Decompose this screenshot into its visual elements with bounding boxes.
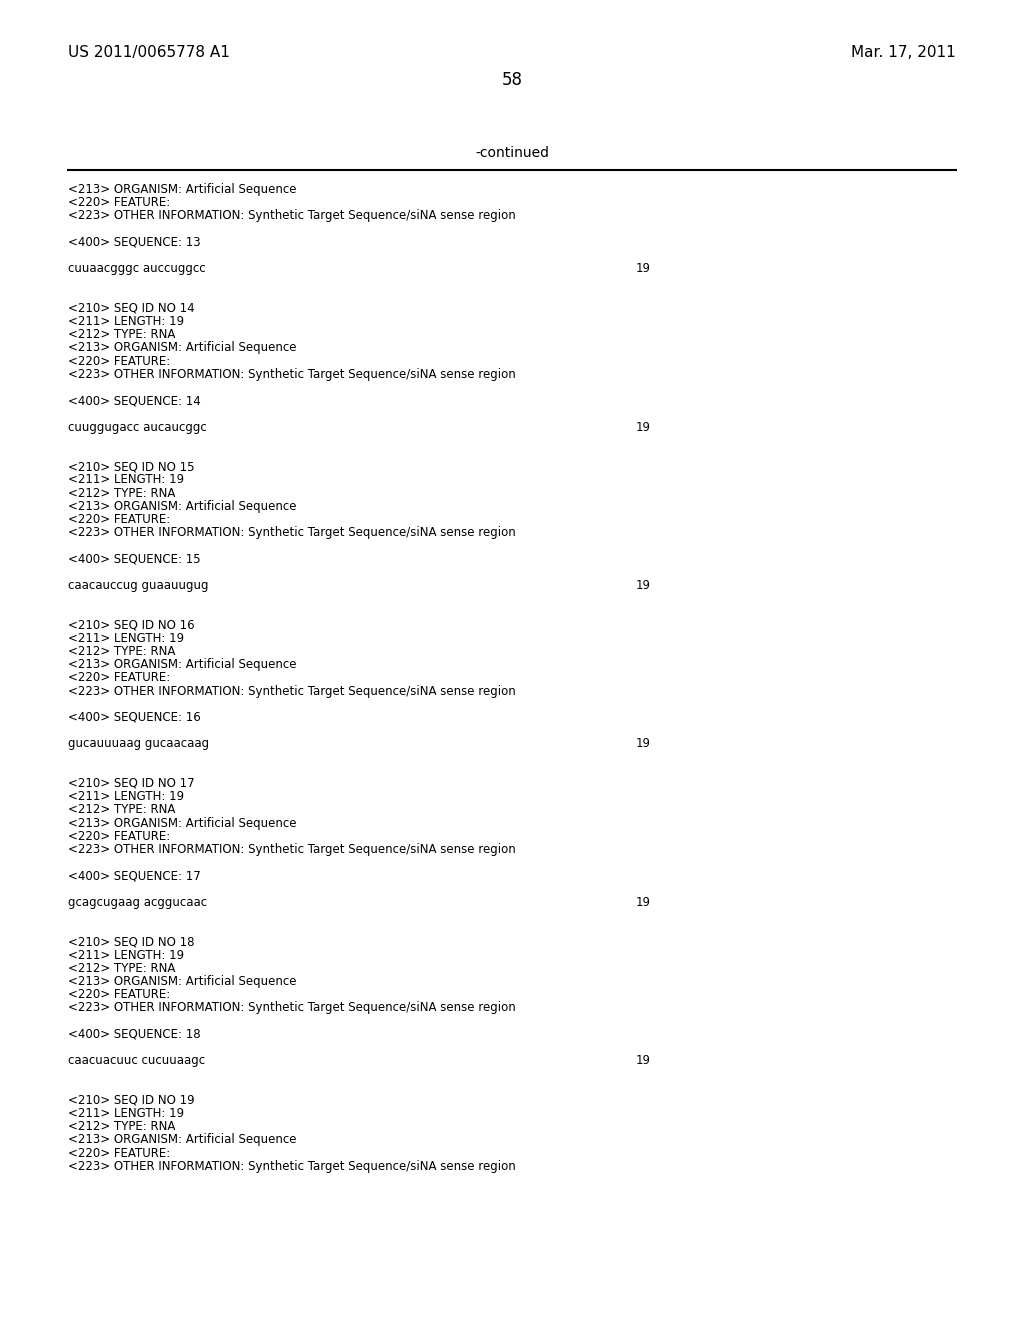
Text: <400> SEQUENCE: 13: <400> SEQUENCE: 13 bbox=[68, 236, 201, 248]
Text: -continued: -continued bbox=[475, 147, 549, 160]
Text: <212> TYPE: RNA: <212> TYPE: RNA bbox=[68, 645, 175, 657]
Text: <210> SEQ ID NO 18: <210> SEQ ID NO 18 bbox=[68, 936, 195, 948]
Text: <400> SEQUENCE: 16: <400> SEQUENCE: 16 bbox=[68, 711, 201, 723]
Text: <223> OTHER INFORMATION: Synthetic Target Sequence/siNA sense region: <223> OTHER INFORMATION: Synthetic Targe… bbox=[68, 210, 516, 222]
Text: <400> SEQUENCE: 15: <400> SEQUENCE: 15 bbox=[68, 553, 201, 565]
Text: <210> SEQ ID NO 14: <210> SEQ ID NO 14 bbox=[68, 302, 195, 314]
Text: 19: 19 bbox=[636, 263, 651, 275]
Text: <210> SEQ ID NO 15: <210> SEQ ID NO 15 bbox=[68, 461, 195, 473]
Text: 19: 19 bbox=[636, 421, 651, 433]
Text: cuuggugacc aucaucggc: cuuggugacc aucaucggc bbox=[68, 421, 207, 433]
Text: <220> FEATURE:: <220> FEATURE: bbox=[68, 355, 170, 367]
Text: cuuaacgggc auccuggcc: cuuaacgggc auccuggcc bbox=[68, 263, 206, 275]
Text: <211> LENGTH: 19: <211> LENGTH: 19 bbox=[68, 315, 184, 327]
Text: <213> ORGANISM: Artificial Sequence: <213> ORGANISM: Artificial Sequence bbox=[68, 183, 297, 195]
Text: caacuacuuc cucuuaagc: caacuacuuc cucuuaagc bbox=[68, 1055, 205, 1067]
Text: <212> TYPE: RNA: <212> TYPE: RNA bbox=[68, 1121, 175, 1133]
Text: <211> LENGTH: 19: <211> LENGTH: 19 bbox=[68, 474, 184, 486]
Text: <213> ORGANISM: Artificial Sequence: <213> ORGANISM: Artificial Sequence bbox=[68, 1134, 297, 1146]
Text: <211> LENGTH: 19: <211> LENGTH: 19 bbox=[68, 949, 184, 961]
Text: <223> OTHER INFORMATION: Synthetic Target Sequence/siNA sense region: <223> OTHER INFORMATION: Synthetic Targe… bbox=[68, 1002, 516, 1014]
Text: <220> FEATURE:: <220> FEATURE: bbox=[68, 989, 170, 1001]
Text: <213> ORGANISM: Artificial Sequence: <213> ORGANISM: Artificial Sequence bbox=[68, 500, 297, 512]
Text: <210> SEQ ID NO 16: <210> SEQ ID NO 16 bbox=[68, 619, 195, 631]
Text: <211> LENGTH: 19: <211> LENGTH: 19 bbox=[68, 1107, 184, 1119]
Text: <223> OTHER INFORMATION: Synthetic Target Sequence/siNA sense region: <223> OTHER INFORMATION: Synthetic Targe… bbox=[68, 368, 516, 380]
Text: 58: 58 bbox=[502, 71, 522, 88]
Text: caacauccug guaauugug: caacauccug guaauugug bbox=[68, 579, 209, 591]
Text: <211> LENGTH: 19: <211> LENGTH: 19 bbox=[68, 632, 184, 644]
Text: <212> TYPE: RNA: <212> TYPE: RNA bbox=[68, 487, 175, 499]
Text: gcagcugaag acggucaac: gcagcugaag acggucaac bbox=[68, 896, 207, 908]
Text: <220> FEATURE:: <220> FEATURE: bbox=[68, 672, 170, 684]
Text: Mar. 17, 2011: Mar. 17, 2011 bbox=[851, 45, 956, 59]
Text: <211> LENGTH: 19: <211> LENGTH: 19 bbox=[68, 791, 184, 803]
Text: <210> SEQ ID NO 19: <210> SEQ ID NO 19 bbox=[68, 1094, 195, 1106]
Text: <223> OTHER INFORMATION: Synthetic Target Sequence/siNA sense region: <223> OTHER INFORMATION: Synthetic Targe… bbox=[68, 1160, 516, 1172]
Text: <400> SEQUENCE: 14: <400> SEQUENCE: 14 bbox=[68, 395, 201, 407]
Text: <213> ORGANISM: Artificial Sequence: <213> ORGANISM: Artificial Sequence bbox=[68, 342, 297, 354]
Text: 19: 19 bbox=[636, 896, 651, 908]
Text: <210> SEQ ID NO 17: <210> SEQ ID NO 17 bbox=[68, 777, 195, 789]
Text: <212> TYPE: RNA: <212> TYPE: RNA bbox=[68, 804, 175, 816]
Text: <400> SEQUENCE: 18: <400> SEQUENCE: 18 bbox=[68, 1028, 201, 1040]
Text: <400> SEQUENCE: 17: <400> SEQUENCE: 17 bbox=[68, 870, 201, 882]
Text: 19: 19 bbox=[636, 579, 651, 591]
Text: <212> TYPE: RNA: <212> TYPE: RNA bbox=[68, 329, 175, 341]
Text: <213> ORGANISM: Artificial Sequence: <213> ORGANISM: Artificial Sequence bbox=[68, 817, 297, 829]
Text: 19: 19 bbox=[636, 1055, 651, 1067]
Text: <220> FEATURE:: <220> FEATURE: bbox=[68, 1147, 170, 1159]
Text: <213> ORGANISM: Artificial Sequence: <213> ORGANISM: Artificial Sequence bbox=[68, 659, 297, 671]
Text: <213> ORGANISM: Artificial Sequence: <213> ORGANISM: Artificial Sequence bbox=[68, 975, 297, 987]
Text: US 2011/0065778 A1: US 2011/0065778 A1 bbox=[68, 45, 229, 59]
Text: <220> FEATURE:: <220> FEATURE: bbox=[68, 513, 170, 525]
Text: <223> OTHER INFORMATION: Synthetic Target Sequence/siNA sense region: <223> OTHER INFORMATION: Synthetic Targe… bbox=[68, 685, 516, 697]
Text: gucauuuaag gucaacaag: gucauuuaag gucaacaag bbox=[68, 738, 209, 750]
Text: <220> FEATURE:: <220> FEATURE: bbox=[68, 197, 170, 209]
Text: <220> FEATURE:: <220> FEATURE: bbox=[68, 830, 170, 842]
Text: <223> OTHER INFORMATION: Synthetic Target Sequence/siNA sense region: <223> OTHER INFORMATION: Synthetic Targe… bbox=[68, 527, 516, 539]
Text: 19: 19 bbox=[636, 738, 651, 750]
Text: <223> OTHER INFORMATION: Synthetic Target Sequence/siNA sense region: <223> OTHER INFORMATION: Synthetic Targe… bbox=[68, 843, 516, 855]
Text: <212> TYPE: RNA: <212> TYPE: RNA bbox=[68, 962, 175, 974]
